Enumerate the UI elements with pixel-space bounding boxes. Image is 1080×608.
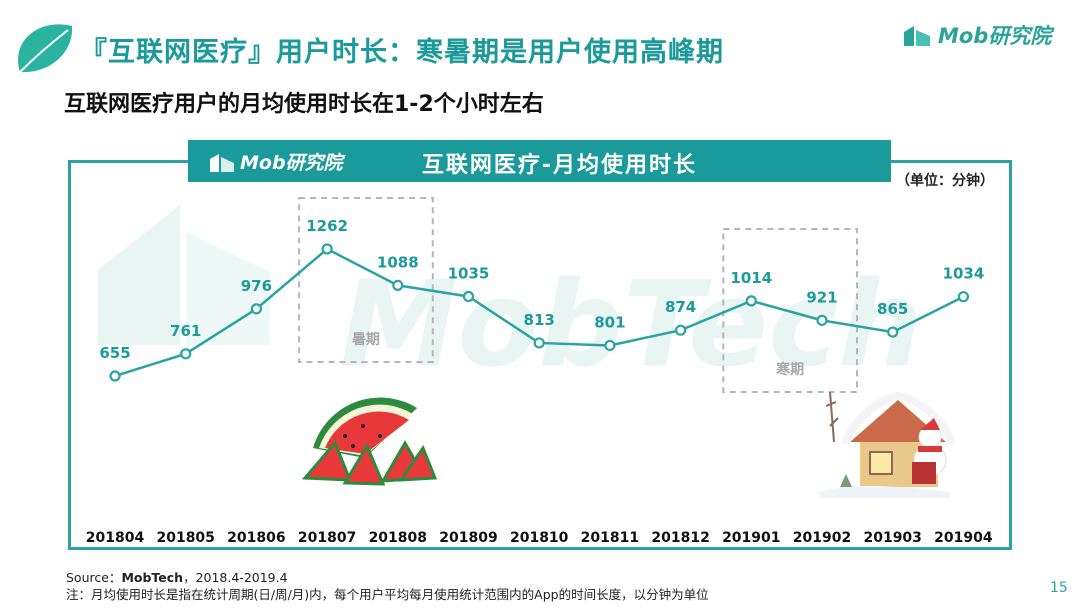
season-annotation-label: 暑期: [352, 332, 380, 348]
data-point: [957, 291, 970, 303]
data-label: 874: [665, 298, 696, 316]
x-tick-label: 201901: [722, 530, 780, 546]
chart-banner: Mob研究院 互联网医疗-月均使用时长: [188, 140, 891, 182]
data-label: 1088: [377, 253, 419, 271]
data-label: 813: [524, 311, 555, 329]
footnote: 注：月均使用时长是指在统计周期(日/周/月)内，每个用户平均每月使用统计范围内的…: [66, 587, 709, 602]
source-name: MobTech: [121, 570, 184, 585]
x-tick-label: 201807: [298, 530, 356, 546]
page-title: 『互联网医疗』用户时长：寒暑期是用户使用高峰期: [80, 37, 724, 68]
watermelon-icon: [301, 397, 438, 486]
data-label: 865: [877, 300, 908, 318]
brand-logo: Mob研究院: [902, 20, 1051, 50]
data-label: 1034: [943, 265, 985, 283]
data-point: [321, 243, 333, 255]
leaf-decoration-icon: [18, 24, 73, 73]
x-tick-label: 201805: [156, 530, 214, 546]
page-subtitle: 互联网医疗用户的月均使用时长在1-2个小时左右: [64, 92, 544, 117]
data-point: [250, 303, 262, 315]
data-label: 976: [241, 277, 272, 295]
x-tick-label: 201904: [934, 530, 993, 546]
source-range: ，2018.4-2019.4: [183, 570, 288, 585]
x-tick-label: 201811: [581, 530, 639, 546]
data-point: [887, 326, 899, 338]
watermark-text: MobTech: [340, 255, 922, 393]
x-tick-label: 201810: [510, 530, 569, 546]
data-point: [533, 337, 545, 349]
source-line: Source：MobTech，2018.4-2019.4: [66, 567, 288, 586]
data-point: [462, 290, 475, 303]
banner-logo: Mob研究院: [208, 148, 343, 175]
data-point: [604, 339, 616, 352]
data-point: [109, 370, 121, 382]
data-label: 801: [594, 313, 625, 331]
data-label: 761: [170, 322, 201, 340]
x-tick-label: 201804: [86, 530, 145, 546]
page-number: 15: [1050, 580, 1068, 596]
x-tick-label: 201903: [863, 530, 921, 546]
data-label: 655: [99, 344, 130, 362]
snow-house-icon: [820, 391, 956, 498]
x-tick-label: 201902: [793, 530, 851, 546]
brand-logo-text: Mob研究院: [938, 24, 1052, 48]
data-point: [745, 295, 757, 307]
chart-title: 互联网医疗-月均使用时长: [421, 153, 698, 178]
season-annotation-box: [298, 197, 434, 363]
banner-logo-text: Mob研究院: [240, 152, 343, 174]
data-point: [816, 314, 828, 326]
data-point: [392, 279, 404, 292]
data-label: 1014: [730, 269, 772, 287]
season-annotation-label: 寒期: [776, 361, 804, 378]
mob-logo-icon: [904, 26, 930, 46]
data-point: [180, 348, 192, 360]
data-label: 921: [806, 288, 837, 306]
source-label: Source：: [66, 570, 122, 585]
mob-logo-icon: [210, 153, 234, 172]
x-tick-label: 201808: [369, 530, 427, 546]
data-label: 1262: [306, 217, 348, 235]
x-tick-label: 201812: [651, 530, 709, 546]
season-annotation-box: [722, 228, 858, 393]
data-point: [674, 324, 687, 336]
x-tick-label: 201809: [439, 530, 497, 546]
data-label: 1035: [448, 264, 490, 282]
x-tick-label: 201806: [227, 530, 285, 546]
unit-label: （单位：分钟）: [896, 173, 994, 189]
